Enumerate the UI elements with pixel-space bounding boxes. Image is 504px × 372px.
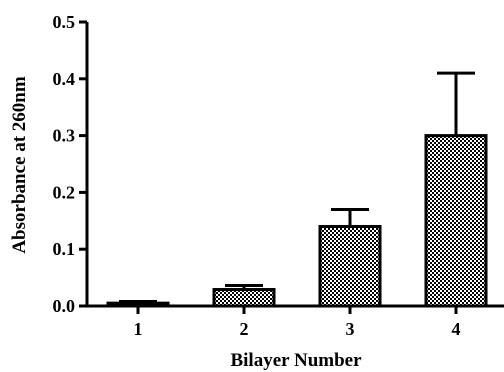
y-tick-label: 0.3: [53, 126, 76, 146]
x-tick-label: 4: [452, 319, 461, 339]
bar-2: [212, 288, 276, 308]
x-tick-label: 1: [134, 319, 143, 339]
bar-4: [424, 134, 488, 308]
bar-3: [318, 224, 382, 308]
y-tick-label: 0.1: [53, 239, 76, 259]
x-axis-title: Bilayer Number: [230, 350, 362, 371]
y-tick-label: 0.5: [53, 12, 76, 32]
y-tick-label: 0.0: [53, 296, 76, 316]
plot-area: 0.0 0.1 0.2 0.3 0.4 0.5 1 2 3 4: [53, 12, 504, 339]
y-tick-label: 0.2: [53, 182, 76, 202]
y-tick-label: 0.4: [53, 69, 76, 89]
x-tick-label: 2: [240, 319, 249, 339]
x-tick-label: 3: [346, 319, 355, 339]
y-axis-title: Absorbance at 260nm: [9, 76, 30, 254]
